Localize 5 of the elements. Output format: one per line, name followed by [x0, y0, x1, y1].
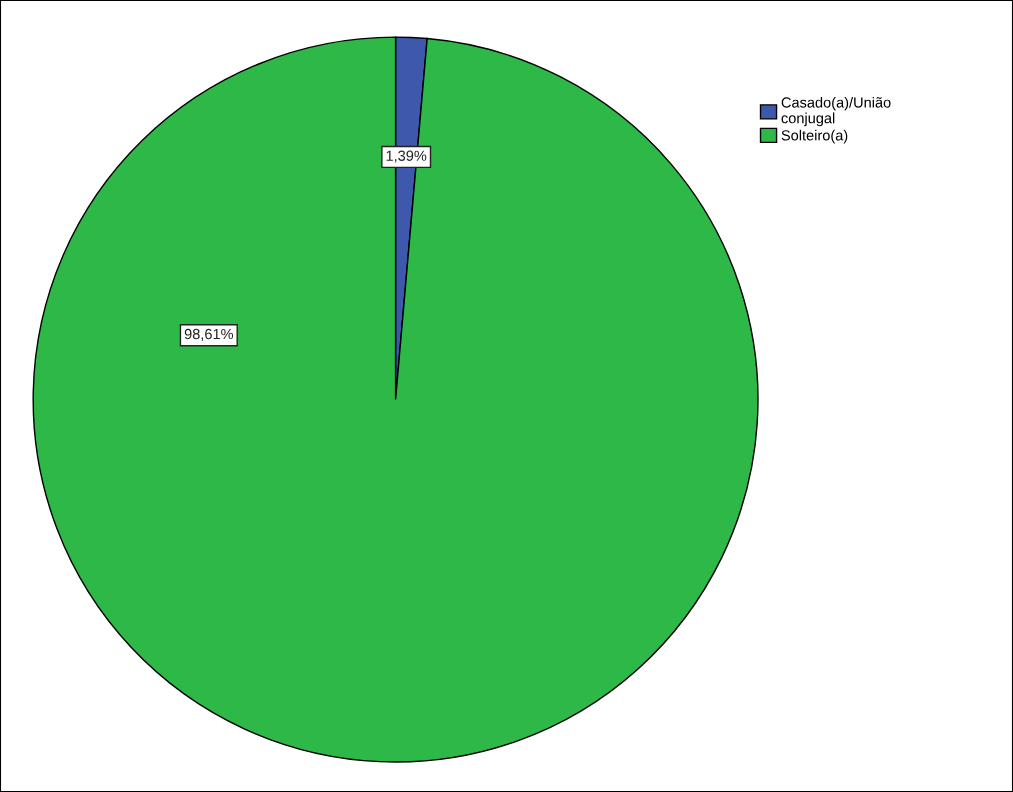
- pie-slice: [32, 36, 759, 763]
- data-label: 1,39%: [386, 150, 427, 163]
- legend-label: Casado(a)/União conjugal: [781, 96, 891, 127]
- data-label: 98,61%: [184, 328, 234, 341]
- legend-label: Solteiro(a): [781, 129, 848, 144]
